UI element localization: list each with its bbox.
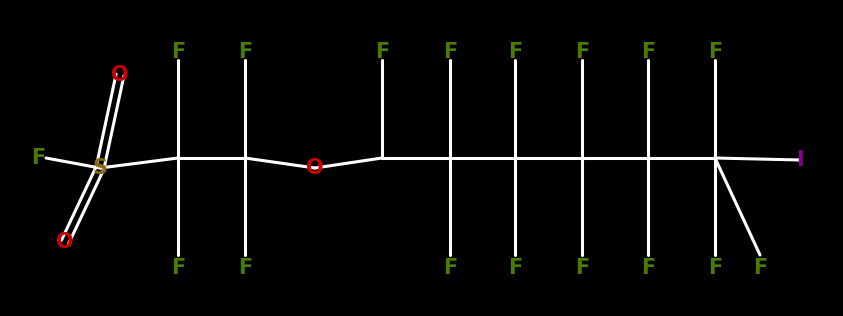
Text: F: F	[238, 42, 252, 62]
Text: F: F	[171, 258, 185, 278]
Text: F: F	[708, 42, 722, 62]
Text: S: S	[93, 158, 108, 178]
Text: F: F	[238, 258, 252, 278]
Text: F: F	[443, 42, 457, 62]
Text: O: O	[306, 158, 324, 178]
Text: F: F	[443, 258, 457, 278]
Text: F: F	[171, 42, 185, 62]
Text: F: F	[641, 42, 655, 62]
Text: F: F	[507, 42, 522, 62]
Text: F: F	[575, 42, 589, 62]
Text: F: F	[641, 258, 655, 278]
Text: F: F	[753, 258, 767, 278]
Text: F: F	[507, 258, 522, 278]
Text: O: O	[111, 65, 129, 85]
Text: F: F	[31, 148, 46, 168]
Text: F: F	[375, 42, 389, 62]
Text: O: O	[56, 232, 74, 252]
Text: F: F	[708, 258, 722, 278]
Text: I: I	[796, 150, 804, 170]
Text: F: F	[575, 258, 589, 278]
